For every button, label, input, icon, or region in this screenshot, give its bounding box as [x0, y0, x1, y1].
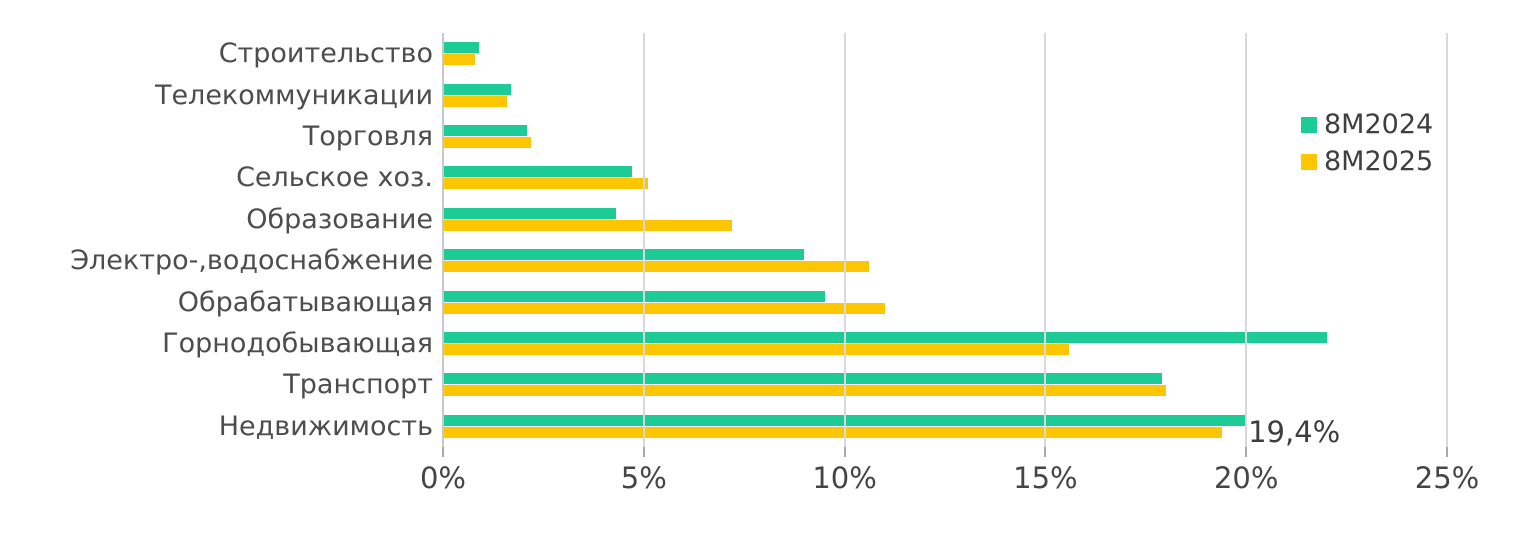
x-tick-label: 5% [620, 461, 667, 495]
axis-tick [843, 447, 846, 457]
bar-8м2025 [443, 302, 885, 314]
category-label: Образование [246, 203, 433, 235]
bar-rows [443, 33, 1447, 447]
legend-swatch-green [1301, 116, 1317, 133]
bar-8м2025 [443, 344, 1070, 356]
category-label: Горнодобывающая [162, 328, 433, 360]
bar-group [443, 74, 1447, 115]
bar-group [443, 157, 1447, 198]
x-tick-label: 15% [1013, 461, 1078, 495]
bar-8м2025 [443, 426, 1223, 438]
bar-8м2025 [443, 261, 869, 273]
x-tick-label: 10% [812, 461, 877, 495]
category-label: Телекоммуникации [154, 79, 433, 111]
axis-tick [1044, 447, 1047, 457]
x-tick-label: 25% [1414, 461, 1480, 495]
value-axis: 0% 5% 10% 15% 20% 25% [420, 461, 1479, 501]
category-label: Электро-,водоснабжение [70, 245, 433, 277]
legend-item-8m2024: 8М2024 [1301, 109, 1433, 140]
axis-tick [442, 447, 444, 457]
plot-area: 19,4% [442, 33, 1448, 457]
bar-8м2025 [443, 54, 476, 66]
gridline [642, 33, 645, 447]
bar-group [443, 323, 1447, 364]
bar-8м2024 [443, 373, 1162, 385]
axis-tick [642, 447, 645, 457]
bar-8м2024 [443, 42, 480, 54]
bar-group [443, 199, 1447, 240]
category-label: Строительство [218, 38, 433, 70]
x-tick-label: 0% [419, 461, 466, 495]
bar-group [443, 281, 1447, 322]
bar-8м2025 [443, 219, 733, 231]
gridline [1446, 33, 1448, 447]
bar-8м2024 [443, 290, 825, 302]
legend-label: 8М2024 [1324, 109, 1434, 140]
y-axis-line [442, 33, 444, 447]
bar-group [443, 240, 1447, 281]
legend-swatch-yellow [1301, 153, 1317, 170]
category-label: Торговля [302, 121, 433, 153]
legend-item-8m2025: 8М2025 [1301, 146, 1433, 177]
category-label: Сельское хоз. [236, 162, 433, 194]
bar-group [443, 116, 1447, 157]
category-axis: Строительство Телекоммуникации Торговля Сел… [0, 33, 433, 447]
gridline [1044, 33, 1047, 447]
category-label: Недвижимость [218, 410, 433, 442]
bar-8м2024 [443, 207, 616, 219]
gridline [843, 33, 846, 447]
legend-label: 8М2025 [1324, 146, 1434, 177]
category-label: Транспорт [283, 369, 433, 401]
gridline [1245, 33, 1248, 447]
bar-8м2025 [443, 178, 648, 190]
x-tick-label: 20% [1213, 461, 1279, 495]
bar-8м2024 [443, 249, 805, 261]
bar-8м2025 [443, 95, 508, 107]
bar-8м2025 [443, 385, 1166, 397]
bar-8м2024 [443, 166, 632, 178]
bar-group [443, 33, 1447, 74]
bar-8м2024 [443, 332, 1327, 344]
category-label: Обрабатывающая [177, 286, 433, 318]
bar-group [443, 364, 1447, 405]
bar-8м2024 [443, 83, 512, 95]
bar-8м2024 [443, 125, 528, 137]
data-label: 19,4% [1248, 415, 1341, 450]
legend: 8М2024 8М2025 [1301, 109, 1433, 177]
axis-tick [1245, 447, 1248, 457]
axis-tick [1446, 447, 1448, 457]
bar-8м2025 [443, 137, 532, 149]
